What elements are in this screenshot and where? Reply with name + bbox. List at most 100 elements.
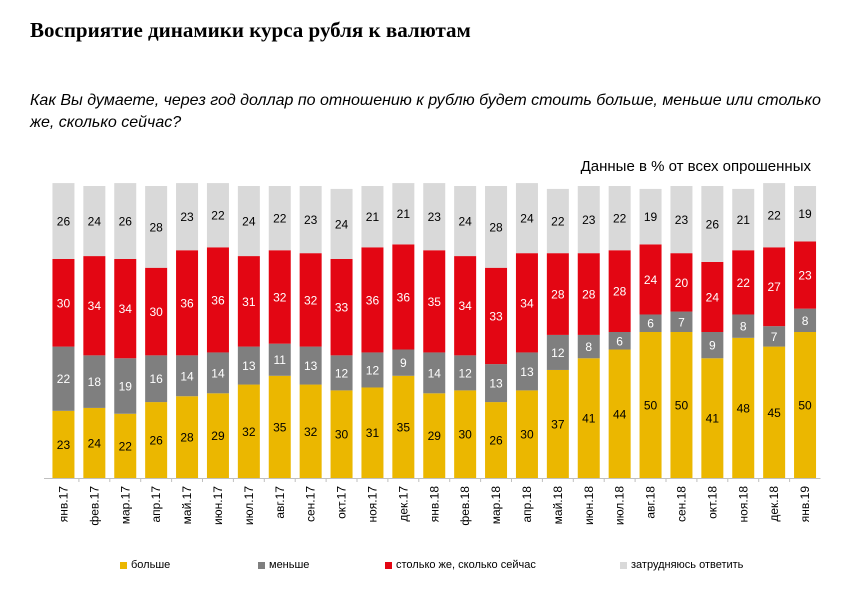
data-label: 30 [335,428,349,442]
bar-segment-2-9 [299,346,322,385]
bar-segment-1-18 [577,358,600,478]
bar-segment-1-8 [268,375,291,478]
data-label: 24 [458,215,472,229]
data-label: 28 [180,431,194,445]
bar-segment-1-10 [330,390,353,478]
data-label: 9 [709,339,716,353]
bar-segment-1-13 [423,393,446,478]
bar-segment-4-4 [145,186,168,268]
data-label: 32 [242,425,256,439]
bar-segment-4-17 [546,188,569,254]
bar-segment-3-19 [608,250,631,332]
data-label: 26 [489,434,503,448]
legend: больше меньше столько же, сколько сейчас за… [120,559,840,575]
chart-title: Восприятие динамики курса рубля к валюта… [30,18,471,42]
bar-segment-4-22 [701,186,724,262]
data-label: 30 [520,428,534,442]
data-label: 26 [119,215,133,229]
data-label: 28 [582,288,596,302]
x-tick-label: янв.19 [798,486,812,523]
data-label: 24 [706,290,720,304]
bar-segment-2-18 [577,334,600,359]
data-label: 9 [400,356,407,370]
bar-segment-3-4 [145,267,168,356]
data-label: 34 [520,296,534,310]
bar-segment-3-14 [454,256,477,356]
data-label: 50 [798,399,812,413]
data-label: 35 [428,295,442,309]
data-label: 13 [520,365,534,379]
data-label: 37 [551,417,565,431]
x-tick-label: сен.17 [304,486,318,522]
bar-segment-3-17 [546,253,569,335]
bar-segment-4-2 [83,186,106,257]
bar-segment-2-2 [83,355,106,408]
data-label: 23 [180,210,194,224]
bar-segment-4-5 [176,183,199,251]
data-label: 7 [678,315,685,329]
bar-segment-3-7 [237,256,260,347]
bar-segment-4-3 [114,183,137,259]
bar-segment-2-15 [485,364,508,403]
x-tick-label: дек.18 [767,486,781,522]
data-label: 30 [149,305,163,319]
data-label: 28 [489,220,503,234]
bar-segment-4-25 [794,186,817,242]
bar-segment-1-24 [763,346,786,478]
data-label: 21 [397,207,411,221]
data-label: 14 [180,369,194,383]
bar-segment-2-6 [206,352,229,394]
data-label: 26 [706,217,720,231]
x-tick-label: сен.18 [674,486,688,522]
bar-segment-4-7 [237,186,260,257]
bar-segment-3-16 [515,253,538,353]
data-label: 36 [397,290,411,304]
bar-segment-3-11 [361,247,384,353]
bar-segment-1-7 [237,384,260,478]
x-tick-label: дек.17 [396,486,410,522]
data-label: 27 [767,280,781,294]
data-note: Данные в % от всех опрошенных [580,158,811,175]
bar-segment-1-14 [454,390,477,478]
data-label: 33 [489,309,503,323]
data-label: 44 [613,407,627,421]
x-tick-label: апр.18 [520,486,534,523]
legend-swatch [385,561,392,569]
bar-segment-1-4 [145,402,168,478]
bar-segment-1-19 [608,349,631,478]
data-label: 22 [211,209,225,223]
bar-segment-4-12 [392,183,415,245]
data-label: 31 [242,295,256,309]
data-label: 32 [304,425,318,439]
data-label: 34 [119,302,133,316]
bar-segment-4-10 [330,188,353,259]
bar-segment-1-11 [361,387,384,478]
data-label: 33 [335,301,349,315]
bar-segment-3-18 [577,253,600,335]
legend-swatch [620,561,627,569]
x-tick-label: авг.18 [644,486,658,519]
data-label: 8 [740,320,747,334]
data-label: 12 [551,346,565,360]
bar-segment-2-3 [114,358,137,414]
bar-segment-2-7 [237,346,260,385]
data-label: 14 [428,366,442,380]
bar-segment-3-20 [639,244,662,315]
data-label: 21 [366,210,380,224]
x-tick-label: июл.18 [613,486,627,525]
data-label: 22 [119,439,133,453]
bar-segment-4-24 [763,183,786,248]
data-label: 24 [644,273,658,287]
data-label: 22 [57,372,71,386]
bar-segment-2-8 [268,343,291,376]
data-label: 21 [737,213,751,227]
data-label: 8 [802,314,809,328]
bar-segment-1-25 [794,332,817,478]
bar-segment-1-15 [485,402,508,478]
x-tick-label: апр.17 [149,486,163,523]
bar-segment-1-17 [546,369,569,478]
x-tick-label: окт.18 [705,486,719,519]
data-label: 36 [366,293,380,307]
x-tick-label: янв.17 [56,486,70,523]
bar-segment-2-1 [52,346,75,411]
